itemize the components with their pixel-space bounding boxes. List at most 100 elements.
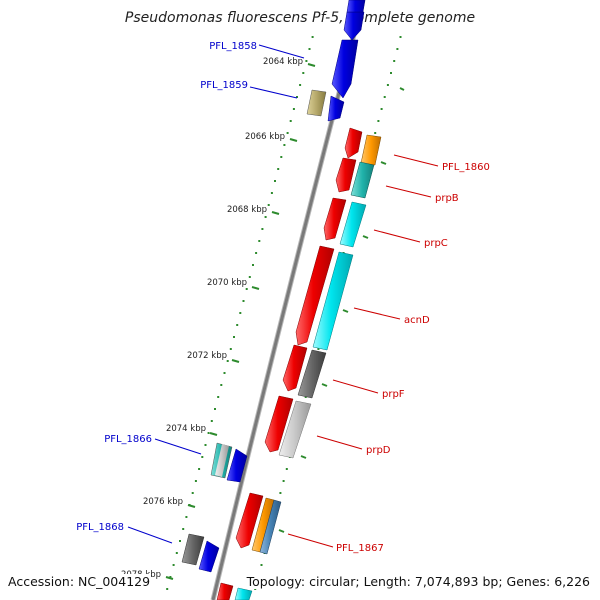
- tick-label: 2072 kbp: [187, 351, 227, 361]
- genome-summary-text: Topology: circular; Length: 7,074,893 bp…: [246, 574, 590, 589]
- cog-gray-PFL_1866[interactable]: [215, 444, 229, 477]
- ring-dot: [274, 180, 276, 182]
- ring-dot: [304, 396, 307, 398]
- tick-label: 2074 kbp: [166, 424, 206, 434]
- ring-dot: [311, 36, 314, 38]
- gene-arrow-PFL_1868[interactable]: [198, 540, 220, 573]
- gene-arrow-PFL_1859[interactable]: [327, 95, 345, 122]
- gene-label-PFL_1858[interactable]: PFL_1858: [209, 41, 257, 52]
- gene-arrow-PFL_1866[interactable]: [226, 448, 248, 483]
- ring-dot: [285, 468, 288, 470]
- gene-arrow-prpD[interactable]: [264, 395, 294, 453]
- ring-dot: [383, 96, 386, 98]
- ring-dot: [270, 192, 273, 194]
- ring-dot: [185, 516, 188, 518]
- ring-dot: [277, 168, 280, 170]
- gene-arrow-prpF[interactable]: [282, 344, 308, 392]
- ring-dot: [252, 264, 254, 266]
- gene-label-PFL_1859[interactable]: PFL_1859: [200, 80, 248, 91]
- ring-dot: [258, 240, 261, 242]
- tick-label: 2064 kbp: [263, 57, 303, 67]
- gene-label-prpD[interactable]: prpD: [366, 445, 391, 456]
- gene-label-prpF[interactable]: prpF: [382, 389, 405, 400]
- cog-teal-prpB[interactable]: [350, 161, 375, 199]
- ring-dot: [279, 492, 282, 494]
- ring-dot: [229, 348, 232, 350]
- cog-light-prpD[interactable]: [278, 400, 312, 459]
- cog-orange-PFL_1860[interactable]: [360, 134, 382, 166]
- ring-dot: [198, 468, 201, 470]
- ring-dot: [182, 528, 185, 530]
- tick-marks: [165, 63, 405, 580]
- gene-arrow-PFL_1867[interactable]: [235, 492, 264, 549]
- cog-dark-prpF[interactable]: [297, 349, 327, 399]
- ring-dot: [236, 324, 239, 326]
- ring-dot: [299, 84, 302, 86]
- ring-dot: [179, 540, 181, 542]
- ring-dot: [217, 396, 220, 398]
- ring-dot: [380, 108, 383, 110]
- gene-label-acnD[interactable]: acnD: [404, 315, 430, 326]
- ring-dot: [204, 444, 207, 446]
- label-leader-lines: [127, 44, 439, 548]
- gene-label-PFL_1866[interactable]: PFL_1866: [104, 434, 152, 445]
- gene-arrow-partial-bottom[interactable]: [216, 582, 234, 600]
- ring-dot: [210, 420, 213, 422]
- ring-dot: [223, 372, 226, 374]
- inner-dotted-ring: [166, 36, 314, 590]
- gene-arrow-partial-top[interactable]: [346, 0, 366, 13]
- gene-arrow-partial[interactable]: [343, 11, 365, 41]
- cog-cyan-acnD[interactable]: [312, 251, 354, 351]
- ring-dot: [191, 492, 194, 494]
- tick-mark-2076: [187, 504, 196, 508]
- ring-dot: [233, 336, 235, 338]
- gene-label-prpC[interactable]: prpC: [424, 238, 448, 249]
- ring-dot: [286, 132, 289, 134]
- gene-label-PFL_1860[interactable]: PFL_1860: [442, 162, 490, 173]
- ring-dot: [254, 588, 257, 590]
- ring-dot: [267, 204, 270, 206]
- gene-arrow-prpC[interactable]: [323, 197, 347, 241]
- ring-dot: [260, 564, 263, 566]
- cog-olive-PFL_1859[interactable]: [306, 89, 327, 117]
- gene-labels: PFL_1858 PFL_1859 PFL_1860 prpB prpC acn…: [76, 41, 490, 554]
- gene-label-PFL_1868[interactable]: PFL_1868: [76, 522, 124, 533]
- cog-steel-PFL_1867[interactable]: [259, 499, 282, 555]
- ring-dot: [175, 552, 178, 554]
- ring-dot: [261, 228, 264, 230]
- ring-dot: [214, 408, 216, 410]
- gene-label-prpB[interactable]: prpB: [435, 193, 459, 204]
- accession-text: Accession: NC_004129: [8, 574, 151, 589]
- ring-dot: [308, 48, 311, 50]
- gene-arrow-prpB[interactable]: [335, 157, 357, 193]
- ring-dot: [239, 312, 242, 314]
- map-title: Pseudomonas fluorescens Pf-5, complete g…: [124, 10, 476, 26]
- tick-mark-2064: [307, 63, 316, 67]
- tick-mark-2068: [271, 211, 280, 215]
- gene-arrow-PFL_1858[interactable]: [331, 39, 359, 99]
- ring-dot: [207, 432, 210, 434]
- gene-arrow-PFL_1860[interactable]: [344, 127, 363, 159]
- ring-dot: [172, 564, 175, 566]
- ring-dot: [317, 348, 320, 350]
- ring-dot: [374, 132, 377, 134]
- ring-dot: [226, 360, 229, 362]
- ring-dot: [255, 252, 258, 254]
- gene-arrow-acnD[interactable]: [295, 245, 335, 346]
- tick-mark-2072: [231, 359, 240, 363]
- gene-label-PFL_1867[interactable]: PFL_1867: [336, 543, 384, 554]
- ring-dot: [166, 588, 169, 590]
- ring-dot: [396, 48, 399, 50]
- tick-mark-2070: [251, 286, 260, 290]
- cog-cyan-partial-bottom[interactable]: [234, 587, 253, 600]
- tick-label: 2068 kbp: [227, 205, 267, 215]
- cog-cyan-prpC[interactable]: [339, 201, 367, 248]
- ring-dot: [264, 216, 267, 218]
- tick-label: 2076 kbp: [143, 497, 183, 507]
- cog-dark-PFL_1868[interactable]: [181, 533, 205, 566]
- tick-mark-2078: [165, 576, 174, 580]
- ring-dot: [248, 276, 251, 278]
- ring-dot: [386, 84, 389, 86]
- ring-dot: [280, 156, 283, 158]
